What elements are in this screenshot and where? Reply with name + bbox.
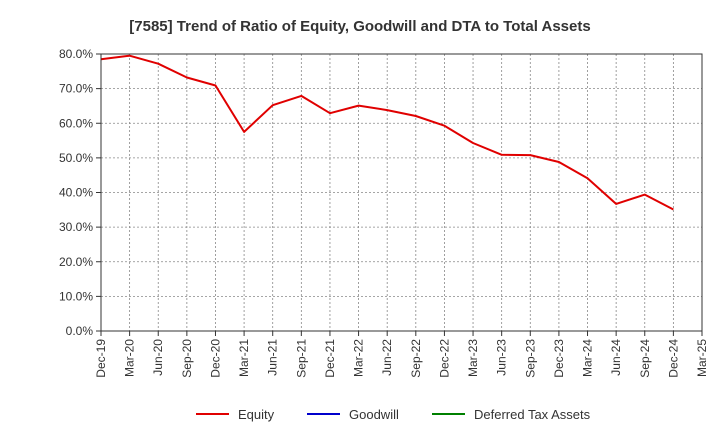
y-axis: 0.0% 10.0% 20.0% 30.0% 40.0% 50.0% 60.0% 70.0% 8… (59, 47, 101, 338)
y-tick-label: 0.0% (66, 324, 94, 338)
x-tick-label: Jun-21 (266, 339, 280, 376)
x-tick-label: Sep-24 (638, 339, 652, 378)
x-tick-label: Mar-22 (352, 339, 366, 377)
x-tick-label: Mar-24 (581, 339, 595, 377)
legend-label-deferred-tax-assets: Deferred Tax Assets (474, 407, 591, 422)
y-tick-label: 30.0% (59, 220, 93, 234)
y-tick-label: 80.0% (59, 47, 93, 61)
x-tick-label: Dec-20 (208, 339, 222, 378)
grid (101, 54, 702, 331)
chart-title: [7585] Trend of Ratio of Equity, Goodwil… (129, 18, 590, 35)
x-tick-label: Dec-22 (437, 339, 451, 378)
x-tick-label: Sep-22 (409, 339, 423, 378)
x-tick-label: Dec-23 (552, 339, 566, 378)
x-tick-label: Dec-21 (323, 339, 337, 378)
x-axis: Dec-19 Mar-20 Jun-20 Sep-20 Dec-20 Mar-21 Jun-… (94, 331, 709, 378)
y-tick-label: 20.0% (59, 255, 93, 269)
x-tick-label: Mar-21 (237, 339, 251, 377)
x-tick-label: Sep-21 (294, 339, 308, 378)
x-tick-label: Dec-19 (94, 339, 108, 378)
x-tick-label: Mar-23 (466, 339, 480, 377)
y-tick-label: 60.0% (59, 116, 93, 130)
x-tick-label: Jun-22 (380, 339, 394, 376)
chart: [7585] Trend of Ratio of Equity, Goodwil… (0, 0, 720, 440)
x-tick-label: Sep-20 (180, 339, 194, 378)
y-tick-label: 50.0% (59, 151, 93, 165)
y-tick-label: 10.0% (59, 289, 93, 303)
x-tick-label: Jun-23 (495, 339, 509, 376)
y-tick-label: 40.0% (59, 186, 93, 200)
legend-label-equity: Equity (238, 407, 275, 422)
x-tick-label: Mar-25 (695, 339, 709, 377)
x-tick-label: Mar-20 (123, 339, 137, 377)
x-tick-label: Dec-24 (666, 339, 680, 378)
x-tick-label: Sep-23 (523, 339, 537, 378)
x-tick-label: Jun-20 (151, 339, 165, 376)
legend: Equity Goodwill Deferred Tax Assets (196, 407, 591, 422)
y-tick-label: 70.0% (59, 82, 93, 96)
x-tick-label: Jun-24 (609, 339, 623, 376)
legend-label-goodwill: Goodwill (349, 407, 399, 422)
